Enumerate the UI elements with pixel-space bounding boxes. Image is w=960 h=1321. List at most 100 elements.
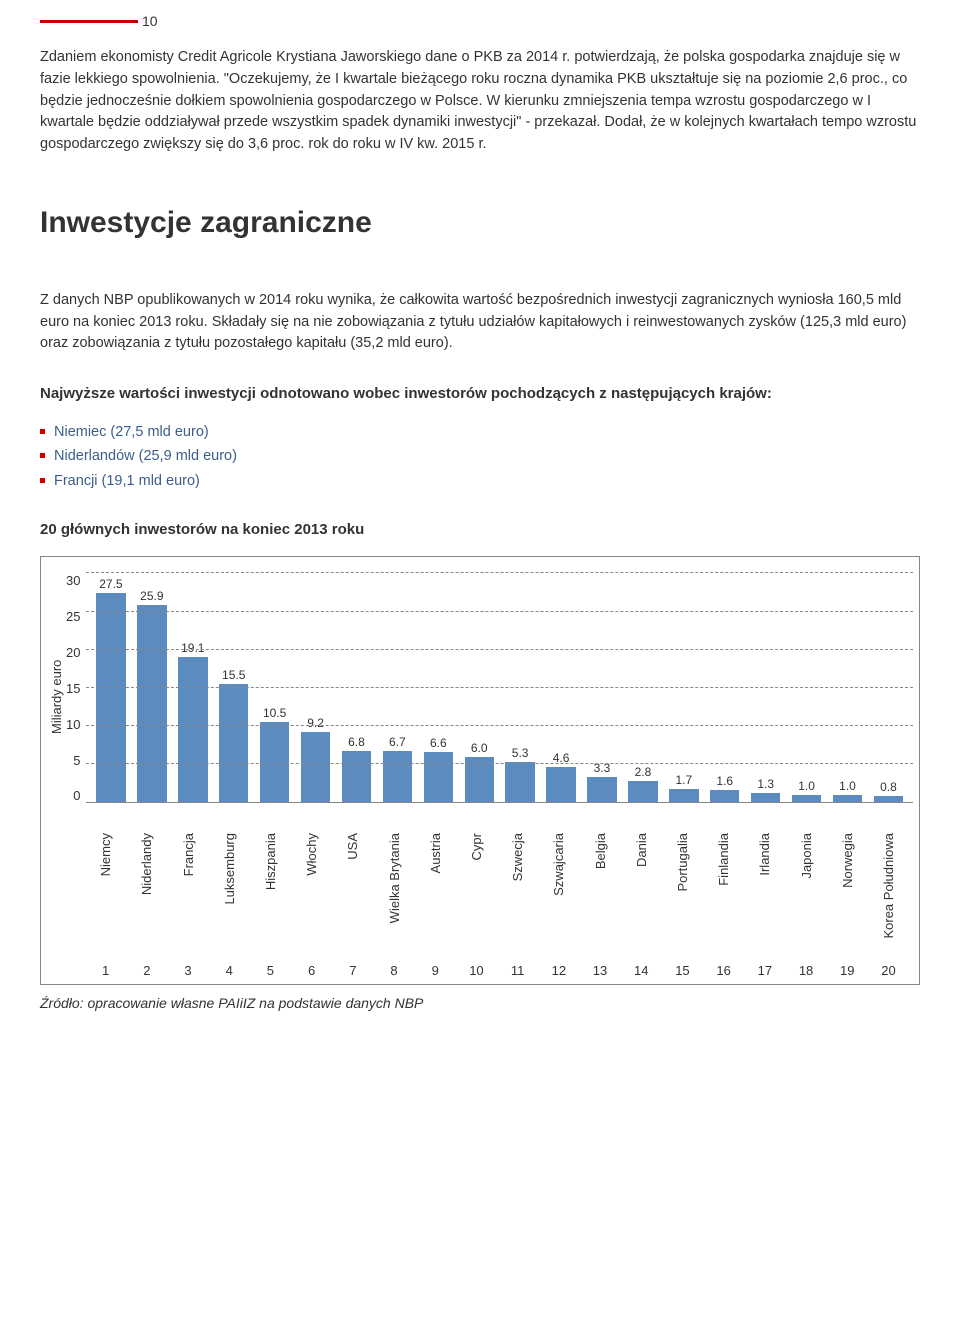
bar <box>301 732 330 802</box>
x-rank-number: 6 <box>291 963 332 978</box>
bar-slot: 0.8 <box>868 573 909 802</box>
bar-value-label: 6.6 <box>430 736 447 750</box>
bar-slot: 25.9 <box>131 573 172 802</box>
x-category-label: Korea Południowa <box>881 833 896 939</box>
list-item: Niemiec (27,5 mld euro) <box>40 420 920 445</box>
x-category-label: Szwajcaria <box>551 833 566 896</box>
bar-slot: 6.7 <box>377 573 418 802</box>
chart-title: 20 głównych inwestorów na koniec 2013 ro… <box>40 521 920 538</box>
x-category-label: Irlandia <box>757 833 772 876</box>
y-axis-label: Miliardy euro <box>47 567 66 827</box>
y-tick: 30 <box>66 573 80 588</box>
y-tick: 20 <box>66 645 80 660</box>
x-category-label: Dania <box>634 833 649 867</box>
bar-slot: 27.5 <box>90 573 131 802</box>
x-category-label: Belgia <box>593 833 608 869</box>
y-tick: 5 <box>73 753 80 768</box>
bar-value-label: 9.2 <box>307 716 324 730</box>
bar-value-label: 6.8 <box>348 735 365 749</box>
bar-value-label: 6.7 <box>389 735 406 749</box>
bar <box>628 781 657 802</box>
bar <box>178 657 207 803</box>
x-rank-number: 18 <box>785 963 826 978</box>
x-rank-number: 4 <box>209 963 250 978</box>
x-category-label: Francja <box>181 833 196 876</box>
bar-slot: 15.5 <box>213 573 254 802</box>
sub-heading: Najwyższe wartości inwestycji odnotowano… <box>40 383 920 406</box>
bar-slot: 4.6 <box>541 573 582 802</box>
bar <box>546 767 575 802</box>
x-rank-number: 14 <box>621 963 662 978</box>
section-heading: Inwestycje zagraniczne <box>40 206 920 240</box>
chart-source: Źródło: opracowanie własne PAIiIZ na pod… <box>40 995 920 1011</box>
x-rank-number: 3 <box>167 963 208 978</box>
list-item: Francji (19,1 mld euro) <box>40 469 920 494</box>
bar-value-label: 19.1 <box>181 641 204 655</box>
bar <box>505 762 534 802</box>
bar <box>96 593 125 803</box>
x-category-label: Wielka Brytania <box>387 833 402 923</box>
bar-slot: 1.0 <box>786 573 827 802</box>
x-category-label: Luksemburg <box>222 833 237 905</box>
y-tick: 15 <box>66 681 80 696</box>
plot-area: 27.5 25.9 19.1 15.510.5 9.2 6.8 6.7 6.6 6.0 5.3 4.… <box>86 573 913 803</box>
bar-value-label: 2.8 <box>635 765 652 779</box>
x-rank-number: 1 <box>85 963 126 978</box>
bar <box>833 795 862 803</box>
x-rank-number: 12 <box>538 963 579 978</box>
header-rule <box>40 20 138 23</box>
y-tick: 10 <box>66 717 80 732</box>
bar <box>383 751 412 802</box>
x-axis-rank-numbers: 1234567891011121314151617181920 <box>81 963 913 978</box>
bar-value-label: 1.0 <box>839 779 856 793</box>
x-category-label: Norwegia <box>840 833 855 888</box>
page-number: 10 <box>142 13 920 29</box>
bar-value-label: 1.6 <box>716 774 733 788</box>
x-category-label: Szwecja <box>510 833 525 881</box>
x-axis-category-labels: NiemcyNiderlandyFrancjaLuksemburgHiszpan… <box>81 827 913 957</box>
bar <box>342 751 371 803</box>
x-category-label: Hiszpania <box>263 833 278 890</box>
x-category-label: Cypr <box>469 833 484 860</box>
bar-slot: 9.2 <box>295 573 336 802</box>
paragraph-1: Zdaniem ekonomisty Credit Agricole Kryst… <box>40 47 920 156</box>
bar-value-label: 25.9 <box>140 589 163 603</box>
x-rank-number: 16 <box>703 963 744 978</box>
country-bullet-list: Niemiec (27,5 mld euro) Niderlandów (25,… <box>40 420 920 494</box>
bar-value-label: 1.0 <box>798 779 815 793</box>
bar-slot: 19.1 <box>172 573 213 802</box>
x-category-label: Japonia <box>799 833 814 879</box>
x-category-label: Finlandia <box>716 833 731 886</box>
x-rank-number: 17 <box>744 963 785 978</box>
bar-value-label: 0.8 <box>880 780 897 794</box>
x-rank-number: 5 <box>250 963 291 978</box>
bar <box>751 793 780 803</box>
bar <box>710 790 739 802</box>
x-rank-number: 11 <box>497 963 538 978</box>
y-tick: 0 <box>73 788 80 803</box>
y-tick: 25 <box>66 609 80 624</box>
x-rank-number: 19 <box>827 963 868 978</box>
bar-slot: 6.8 <box>336 573 377 802</box>
bar-slot: 10.5 <box>254 573 295 802</box>
x-category-label: Austria <box>428 833 443 873</box>
bar <box>137 605 166 803</box>
bar <box>874 796 903 802</box>
x-rank-number: 2 <box>126 963 167 978</box>
bar-slot: 2.8 <box>622 573 663 802</box>
bar-slot: 1.6 <box>704 573 745 802</box>
bar-slot: 1.0 <box>827 573 868 802</box>
bar <box>219 684 248 802</box>
x-rank-number: 13 <box>579 963 620 978</box>
x-category-label: Portugalia <box>675 833 690 892</box>
x-category-label: Niderlandy <box>139 833 154 895</box>
bar-slot: 6.0 <box>459 573 500 802</box>
bar-value-label: 5.3 <box>512 746 529 760</box>
x-rank-number: 7 <box>332 963 373 978</box>
bar <box>669 789 698 802</box>
bar-slot: 6.6 <box>418 573 459 802</box>
bar <box>424 752 453 802</box>
bar-value-label: 27.5 <box>99 577 122 591</box>
x-rank-number: 10 <box>456 963 497 978</box>
bar <box>792 795 821 803</box>
